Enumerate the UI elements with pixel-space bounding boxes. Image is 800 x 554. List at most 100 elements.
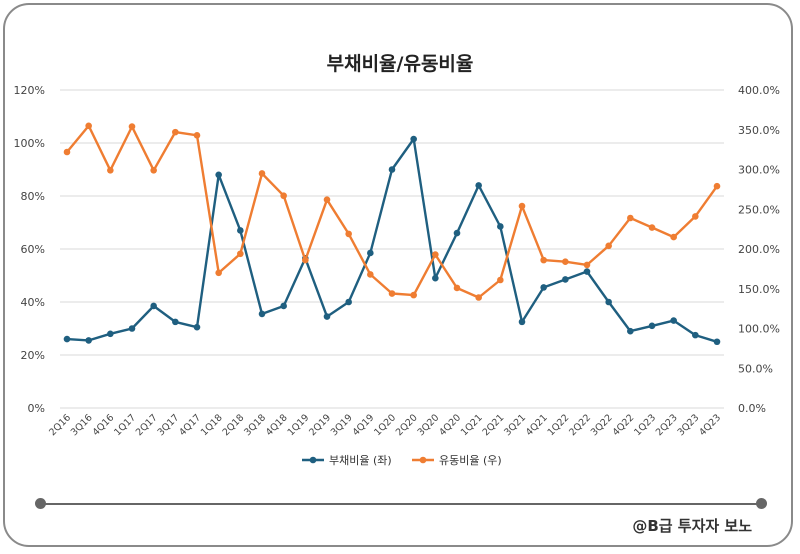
series-point-0 [605,298,612,306]
right-tick-label: 50.0% [738,362,773,375]
series-point-1 [475,294,482,301]
x-tick-label: 1Q22 [546,412,572,438]
series-point-1 [345,230,352,238]
right-tick-label: 100.0% [738,323,780,336]
x-tick-label: 2Q21 [481,412,507,438]
series-point-0 [215,171,222,179]
series-point-0 [453,229,461,237]
series-point-1 [583,261,591,269]
series-point-1 [432,251,439,258]
left-tick-label: 120% [14,84,45,97]
series-point-1 [453,284,461,292]
x-tick-label: 3Q18 [242,412,268,438]
x-tick-label: 4Q21 [524,412,550,438]
series-point-0 [85,337,92,344]
series-point-1 [280,192,287,200]
series-point-0 [345,298,352,306]
x-tick-label: 3Q19 [329,412,355,438]
right-tick-label: 350.0% [738,124,780,137]
x-tick-label: 1Q17 [112,412,138,438]
series-point-0 [107,330,114,338]
left-axis-ticks: 0% 20% 40% 60% 80% 100% 120% [14,84,45,415]
chart-title: 부채비율/유동비율 [327,53,474,75]
x-tick-label: 2Q23 [654,412,680,438]
x-tick-label: 2Q18 [221,412,247,438]
series-point-0 [518,318,526,326]
series-point-0 [193,323,201,331]
right-tick-label: 400.0% [738,84,780,97]
series-point-0 [410,135,417,143]
x-tick-label: 4Q17 [177,412,203,438]
left-tick-label: 40% [21,296,45,309]
series-point-0 [497,223,504,230]
x-tick-label: 3Q16 [69,412,95,438]
series-point-1 [237,250,244,258]
series-point-1 [692,213,699,220]
left-tick-label: 100% [14,137,45,150]
x-tick-label: 1Q21 [459,412,485,438]
legend-marker-1 [419,456,427,464]
x-tick-label: 3Q21 [502,412,528,438]
x-tick-label: 1Q20 [372,412,398,438]
series-point-1 [518,202,526,210]
x-tick-label: 4Q20 [437,412,463,438]
series-point-0 [583,268,591,275]
left-tick-label: 0% [28,402,45,415]
series-point-0 [63,335,71,343]
series-point-0 [323,313,331,320]
x-tick-label: 3Q23 [676,412,702,438]
series-point-1 [670,233,677,241]
x-tick-label: 3Q20 [416,412,442,438]
footer-divider [40,503,762,505]
series-point-1 [388,290,396,297]
series-point-0 [280,302,287,310]
series-point-0 [540,284,547,291]
series-point-0 [258,310,266,318]
series-point-1 [627,214,634,222]
series-point-0 [713,338,721,346]
x-tick-label: 1Q19 [286,412,312,438]
series-point-1 [497,276,504,284]
series-point-0 [237,227,244,234]
chart-frame [3,3,793,547]
series-point-0 [692,331,699,339]
series-point-0 [648,322,656,330]
x-tick-label: 4Q18 [264,412,290,438]
series-point-0 [128,325,136,332]
series-point-0 [562,276,569,283]
grid-lines [60,89,724,409]
series-point-1 [367,271,374,278]
legend-marker-0 [309,456,317,464]
legend: 부채비율 (좌) 유동비율 (우) [302,454,502,467]
series-point-0 [670,317,677,324]
series-point-1 [605,242,612,250]
x-tick-label: 1Q18 [199,412,225,438]
divider-left-dot [35,498,46,509]
x-tick-label: 2Q19 [307,412,333,438]
series-point-1 [540,256,547,264]
series-point-0 [432,274,439,282]
left-tick-label: 20% [21,349,45,362]
series-point-1 [410,291,417,299]
series-point-0 [475,182,482,189]
series-point-0 [367,249,374,257]
series-point-1 [713,182,721,190]
left-tick-label: 80% [21,190,45,203]
series-point-1 [172,128,179,136]
x-tick-label: 4Q23 [697,412,723,438]
series-line-1 [66,124,718,299]
series-point-1 [302,256,309,264]
right-tick-label: 0.0% [738,402,766,415]
x-tick-label: 4Q16 [91,412,117,438]
x-tick-label: 2Q17 [134,412,160,438]
series-group [63,122,721,346]
legend-label-0: 부채비율 (좌) [329,454,392,467]
series-point-1 [107,166,114,174]
series-point-1 [128,123,136,130]
series-point-1 [215,269,222,277]
x-tick-label: 4Q19 [351,412,377,438]
series-point-0 [627,327,634,335]
x-tick-label: 4Q22 [611,412,637,438]
right-tick-label: 300.0% [738,164,780,177]
